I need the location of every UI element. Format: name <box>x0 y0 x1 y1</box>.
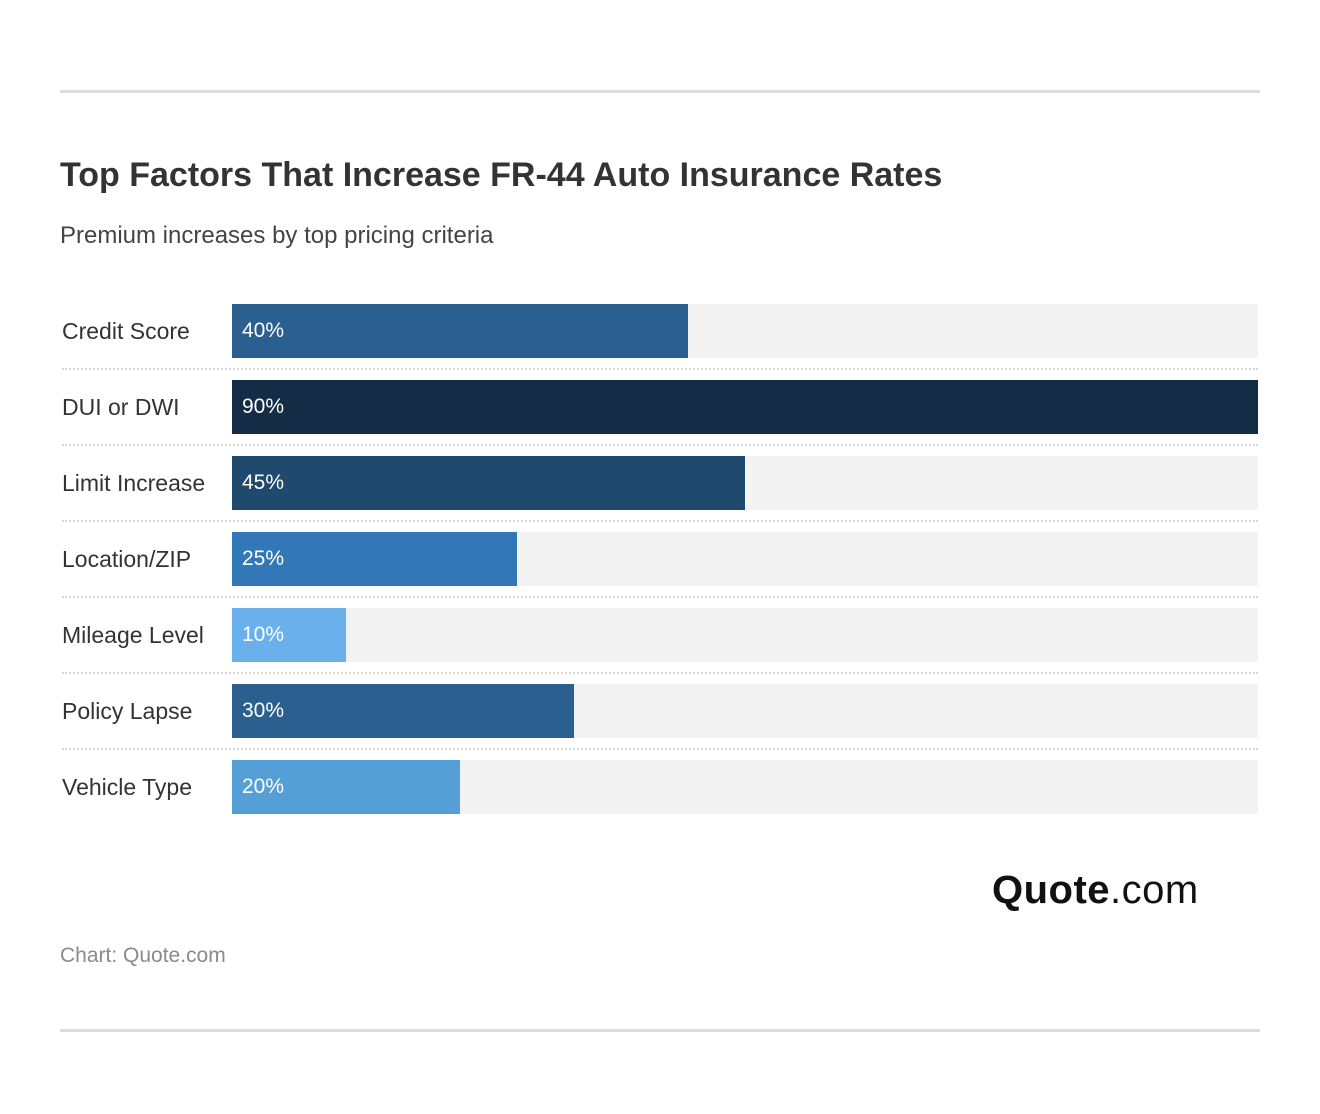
row-divider <box>62 520 1258 522</box>
bar-track: 30% <box>232 684 1258 738</box>
bar: 20% <box>232 760 460 814</box>
category-label: Mileage Level <box>62 622 204 648</box>
quote-logo: Quote.com <box>992 868 1199 913</box>
category-label: Credit Score <box>62 318 190 344</box>
logo-wordmark: Quote <box>992 868 1111 912</box>
bar-track: 10% <box>232 608 1258 662</box>
bar-track: 45% <box>232 456 1258 510</box>
chart-row: Location/ZIP 25% <box>60 528 1260 604</box>
bar-value-label: 30% <box>242 699 285 722</box>
bottom-rule <box>60 1029 1260 1032</box>
bar: 90% <box>232 380 1258 434</box>
chart-row: Mileage Level 10% <box>60 604 1260 680</box>
bar-value-label: 25% <box>242 547 285 570</box>
category-label: Location/ZIP <box>62 546 192 572</box>
bar-value-label: 40% <box>242 319 285 342</box>
bar-value-label: 10% <box>242 623 285 646</box>
row-divider <box>62 672 1258 674</box>
chart-row: Credit Score 40% <box>60 300 1260 376</box>
category-label: Limit Increase <box>62 470 206 496</box>
row-divider <box>62 748 1258 750</box>
bar-value-label: 45% <box>242 471 285 494</box>
row-divider <box>62 596 1258 598</box>
bar-track: 20% <box>232 760 1258 814</box>
bar: 45% <box>232 456 745 510</box>
chart-subtitle: Premium increases by top pricing criteri… <box>60 222 494 249</box>
logo-domain: .com <box>1110 868 1199 912</box>
category-label: DUI or DWI <box>62 394 180 420</box>
top-rule <box>60 90 1260 93</box>
chart-row: Policy Lapse 30% <box>60 680 1260 756</box>
bar-track: 40% <box>232 304 1258 358</box>
bar-chart: Credit Score 40% DUI or DWI 90% Limit Increa… <box>60 300 1260 820</box>
chart-source: Chart: Quote.com <box>60 944 226 967</box>
chart-title: Top Factors That Increase FR-44 Auto Ins… <box>60 156 943 194</box>
bar-value-label: 20% <box>242 775 285 798</box>
chart-row: Vehicle Type 20% <box>60 756 1260 832</box>
chart-row: Limit Increase 45% <box>60 452 1260 528</box>
bar-value-label: 90% <box>242 395 285 418</box>
bar: 10% <box>232 608 346 662</box>
category-label: Vehicle Type <box>62 774 193 800</box>
bar-track: 90% <box>232 380 1258 434</box>
category-label: Policy Lapse <box>62 698 193 724</box>
bar: 40% <box>232 304 688 358</box>
bar: 30% <box>232 684 574 738</box>
row-divider <box>62 368 1258 370</box>
bar-track: 25% <box>232 532 1258 586</box>
row-divider <box>62 444 1258 446</box>
bar: 25% <box>232 532 517 586</box>
chart-row: DUI or DWI 90% <box>60 376 1260 452</box>
